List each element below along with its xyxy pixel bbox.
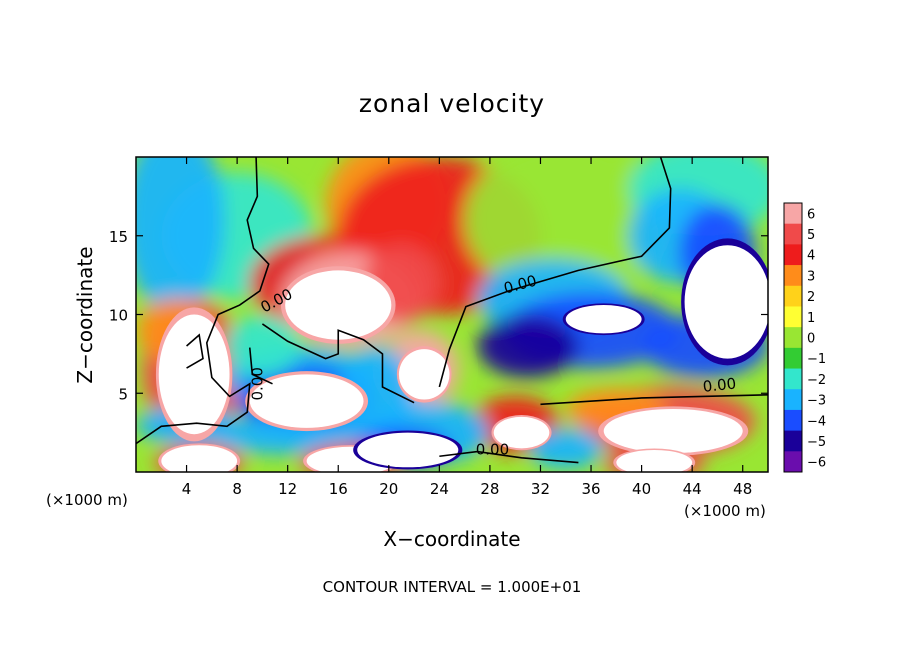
colorbar-swatch: [784, 265, 802, 287]
contour-label: 0.00: [248, 367, 266, 400]
colorbar-swatch: [784, 368, 802, 390]
colorbar-swatch: [784, 389, 802, 411]
colorbar-label: −5: [807, 435, 826, 450]
y-tick-label: 10: [109, 307, 128, 325]
x-tick-label: 20: [379, 480, 398, 498]
colorbar-label: 0: [807, 332, 815, 347]
colorbar-label: 4: [807, 249, 815, 264]
feature-core: [616, 449, 693, 472]
contour-interval-footer: CONTOUR INTERVAL = 1.000E+01: [323, 578, 582, 596]
zero-contour-line: [186, 333, 204, 369]
x-unit-label-right: (×1000 m): [684, 502, 766, 520]
contour-label: 0.00: [702, 374, 737, 395]
zero-contour-line: [261, 323, 415, 404]
x-tick-label: 16: [329, 480, 348, 498]
x-tick-label: 44: [683, 480, 702, 498]
x-tick-label: 12: [278, 480, 297, 498]
colorbar-swatch: [784, 223, 802, 245]
colorbar-label: 2: [807, 290, 815, 305]
feature-core: [158, 314, 230, 435]
colorbar-swatch: [784, 451, 802, 473]
feature-core: [285, 270, 392, 340]
y-tick-label: 15: [109, 228, 128, 246]
colorbar-swatch: [784, 347, 802, 370]
colorbar-swatch: [784, 306, 802, 328]
colorbar-label: 5: [807, 228, 815, 243]
colorbar-label: 1: [807, 311, 815, 326]
x-tick-label: 48: [733, 480, 752, 498]
zero-contour-line: [540, 394, 768, 406]
colorbar-label: 3: [807, 269, 815, 284]
x-tick-label: 24: [430, 480, 449, 498]
zero-contours: [136, 157, 768, 464]
feature-core: [357, 432, 459, 468]
chart-title: zonal velocity: [359, 89, 545, 118]
colorbar-label: −3: [807, 394, 826, 409]
y-axis-label: Z−coordinate: [73, 246, 97, 383]
x-axis-label: X−coordinate: [383, 527, 520, 551]
contour-label: 0.00: [476, 441, 509, 459]
x-tick-label: 40: [632, 480, 651, 498]
zero-contour-line: [439, 450, 579, 464]
colorbar-label: −6: [807, 456, 826, 471]
colorbar-swatch: [784, 244, 802, 266]
colorbar-label: −1: [807, 352, 826, 367]
x-tick-label: 8: [232, 480, 242, 498]
x-tick-label: 32: [531, 480, 550, 498]
colorbar-swatch: [784, 285, 802, 307]
zero-contour-line: [438, 157, 672, 388]
colorbar-swatch: [784, 327, 802, 349]
feature-core: [684, 245, 768, 359]
x-tick-label: 4: [182, 480, 192, 498]
saturated-cores: [155, 238, 768, 472]
zero-contour-line: [136, 157, 270, 445]
colorbar-swatch: [784, 409, 802, 432]
x-axis: 4 8 12 16 20 24 28 32 36 40 44 48: [182, 157, 752, 498]
colorbar-frame: [783, 202, 803, 473]
x-tick-label: 28: [480, 480, 499, 498]
colorbar-swatch: [784, 203, 802, 225]
colorbar: 6 5 4 3 2 1 0 −1 −2 −3 −4 −5 −6: [783, 202, 826, 473]
feature-core: [161, 445, 238, 472]
feature-core: [565, 305, 642, 334]
y-axis: 5 10 15: [109, 228, 768, 403]
colorbar-swatch: [784, 430, 802, 452]
feature-core: [493, 416, 550, 449]
x-tick-label: 36: [581, 480, 600, 498]
feature-core: [249, 374, 364, 428]
feature-core: [603, 409, 743, 454]
colorbar-label: −2: [807, 373, 826, 388]
y-tick-label: 5: [118, 385, 128, 403]
colorbar-label: −4: [807, 414, 826, 429]
x-unit-label-left: (×1000 m): [46, 491, 128, 509]
zero-contour-line: [248, 347, 273, 385]
feature-core: [398, 349, 450, 400]
colorbar-label: 6: [807, 207, 815, 222]
heatmap-plot-area: [136, 157, 768, 472]
